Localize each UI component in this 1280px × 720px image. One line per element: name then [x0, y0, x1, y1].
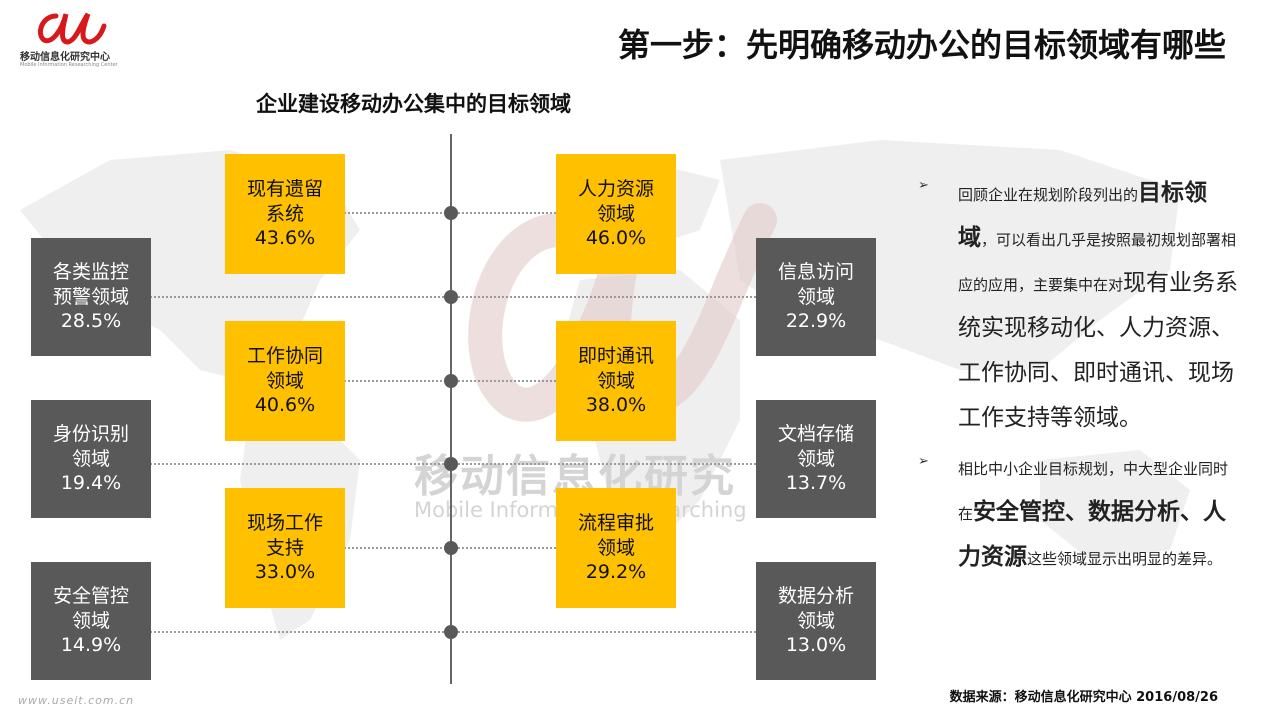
area-box-work-collaboration: 工作协同 领域 40.6% [225, 321, 345, 441]
area-label-line2: 领域 [71, 609, 110, 632]
timeline-axis [450, 134, 452, 684]
connector-line [344, 380, 450, 382]
area-label-line2: 领域 [796, 285, 835, 308]
connector-line [451, 547, 556, 549]
area-value: 43.6% [254, 227, 316, 250]
area-label-line1: 身份识别 [52, 422, 129, 445]
page-title: 第一步：先明确移动办公的目标领域有哪些 [617, 26, 1226, 64]
axis-dot [444, 457, 458, 471]
area-label-line1: 现场工作 [246, 511, 323, 534]
area-value: 28.5% [60, 310, 122, 333]
area-label-line1: 工作协同 [246, 344, 323, 367]
connector-line [344, 547, 450, 549]
area-box-information-access: 信息访问 领域 22.9% [756, 238, 876, 356]
diagram-subtitle: 企业建设移动办公集中的目标领域 [256, 92, 571, 116]
bullet-text: 这些领域显示出明显的差异。 [1027, 550, 1223, 568]
area-label-line1: 文档存储 [777, 422, 854, 445]
area-label-line2: 系统 [265, 202, 304, 225]
area-label-line2: 领域 [596, 369, 635, 392]
area-box-document-storage: 文档存储 领域 13.7% [756, 400, 876, 518]
area-box-field-work-support: 现场工作 支持 33.0% [225, 488, 345, 608]
area-box-legacy-systems: 现有遗留 系统 43.6% [225, 154, 345, 274]
area-label-line1: 数据分析 [777, 584, 854, 607]
area-box-human-resources: 人力资源 领域 46.0% [556, 154, 676, 274]
bullet-text: ，可以看出几乎是按照最初规划部署相应的应用，主要集中在对 [958, 231, 1237, 294]
area-value: 14.9% [60, 634, 122, 657]
bullet-text: 相比中小企业目标规划，中大型企业同时在 [958, 460, 1229, 523]
area-value: 13.0% [785, 634, 847, 657]
axis-dot [444, 290, 458, 304]
footer-url: www.useit.com.cn [18, 694, 135, 707]
area-value: 40.6% [254, 394, 316, 417]
area-label-line1: 现有遗留 [246, 177, 323, 200]
area-label-line1: 流程审批 [577, 511, 654, 534]
area-label-line1: 即时通讯 [577, 344, 654, 367]
area-label-line1: 安全管控 [52, 584, 129, 607]
area-value: 13.7% [785, 472, 847, 495]
bullet-item: ➢ 相比中小企业目标规划，中大型企业同时在安全管控、数据分析、人力资源这些领域显… [918, 448, 1238, 581]
bullet-text-bold: 目标领域 [958, 180, 1208, 251]
logo-mark-icon [38, 12, 107, 45]
area-box-instant-messaging: 即时通讯 领域 38.0% [556, 321, 676, 441]
bullet-text: 回顾企业在规划阶段列出的 [958, 186, 1139, 204]
axis-dot [444, 625, 458, 639]
connector-line [451, 212, 556, 214]
bullet-text-large: 现有业务系统实现移动化、人力资源、工作协同、即时通讯、现场工作支持等领域。 [958, 270, 1239, 431]
bullet-paragraph: 回顾企业在规划阶段列出的目标领域，可以看出几乎是按照最初规划部署相应的应用，主要… [958, 172, 1238, 442]
area-box-security-control: 安全管控 领域 14.9% [31, 562, 151, 680]
area-label-line2: 领域 [71, 447, 110, 470]
analysis-text: ➢ 回顾企业在规划阶段列出的目标领域，可以看出几乎是按照最初规划部署相应的应用，… [918, 172, 1238, 587]
data-source: 数据来源：移动信息化研究中心 2016/08/26 [949, 690, 1218, 705]
logo-name-en: Mobile Information Researching Center [20, 62, 118, 68]
connector-line [344, 212, 450, 214]
area-box-data-analysis: 数据分析 领域 13.0% [756, 562, 876, 680]
area-label-line2: 领域 [596, 536, 635, 559]
bullet-arrow-icon: ➢ [918, 178, 929, 193]
area-value: 38.0% [585, 394, 647, 417]
company-logo: 移动信息化研究中心 Mobile Information Researching… [20, 6, 130, 68]
area-box-process-approval: 流程审批 领域 29.2% [556, 488, 676, 608]
area-value: 46.0% [585, 227, 647, 250]
area-label-line1: 人力资源 [577, 177, 654, 200]
bullet-paragraph: 相比中小企业目标规划，中大型企业同时在安全管控、数据分析、人力资源这些领域显示出… [958, 448, 1238, 581]
area-label-line2: 领域 [796, 609, 835, 632]
area-value: 19.4% [60, 472, 122, 495]
axis-dot [444, 541, 458, 555]
area-label-line1: 各类监控 [52, 260, 129, 283]
axis-dot [444, 206, 458, 220]
area-label-line1: 信息访问 [777, 260, 854, 283]
area-label-line2: 支持 [265, 536, 304, 559]
connector-line [451, 380, 556, 382]
bullet-item: ➢ 回顾企业在规划阶段列出的目标领域，可以看出几乎是按照最初规划部署相应的应用，… [918, 172, 1238, 442]
area-label-line2: 领域 [796, 447, 835, 470]
area-box-identity-recognition: 身份识别 领域 19.4% [31, 400, 151, 518]
area-label-line2: 预警领域 [52, 285, 129, 308]
area-box-monitoring-alerts: 各类监控 预警领域 28.5% [31, 238, 151, 356]
axis-dot [444, 374, 458, 388]
logo-name-cn: 移动信息化研究中心 [20, 52, 110, 63]
area-value: 22.9% [785, 310, 847, 333]
area-label-line2: 领域 [596, 202, 635, 225]
bullet-text-bold: 安全管控、数据分析、人力资源 [958, 499, 1227, 570]
area-value: 29.2% [585, 561, 647, 584]
area-label-line2: 领域 [265, 369, 304, 392]
area-value: 33.0% [254, 561, 316, 584]
bullet-arrow-icon: ➢ [918, 454, 929, 469]
